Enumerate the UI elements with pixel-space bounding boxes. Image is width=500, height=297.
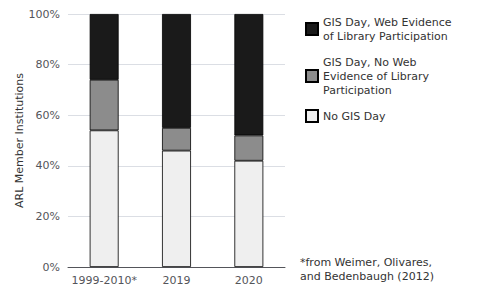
svg-text:of Library Participation: of Library Participation bbox=[323, 30, 448, 43]
svg-text:ARL Member Institutions: ARL Member Institutions bbox=[13, 73, 26, 208]
svg-text:No GIS Day: No GIS Day bbox=[323, 110, 386, 123]
svg-text:GIS Day, No Web: GIS Day, No Web bbox=[323, 56, 416, 69]
svg-text:20%: 20% bbox=[36, 210, 60, 223]
svg-text:GIS Day, Web Evidence: GIS Day, Web Evidence bbox=[323, 16, 452, 29]
svg-text:40%: 40% bbox=[36, 159, 60, 172]
svg-text:Participation: Participation bbox=[323, 84, 392, 97]
svg-text:2019: 2019 bbox=[163, 274, 191, 287]
svg-text:2020: 2020 bbox=[235, 274, 263, 287]
svg-text:1999-2010*: 1999-2010* bbox=[71, 274, 137, 287]
svg-text:80%: 80% bbox=[36, 58, 60, 71]
svg-text:*from Weimer, Olivares,: *from Weimer, Olivares, bbox=[300, 256, 432, 269]
svg-text:100%: 100% bbox=[29, 8, 60, 21]
svg-text:Evidence of Library: Evidence of Library bbox=[323, 70, 430, 83]
svg-text:60%: 60% bbox=[36, 109, 60, 122]
svg-text:0%: 0% bbox=[43, 261, 60, 274]
svg-text:and Bedenbaugh (2012): and Bedenbaugh (2012) bbox=[300, 270, 434, 283]
